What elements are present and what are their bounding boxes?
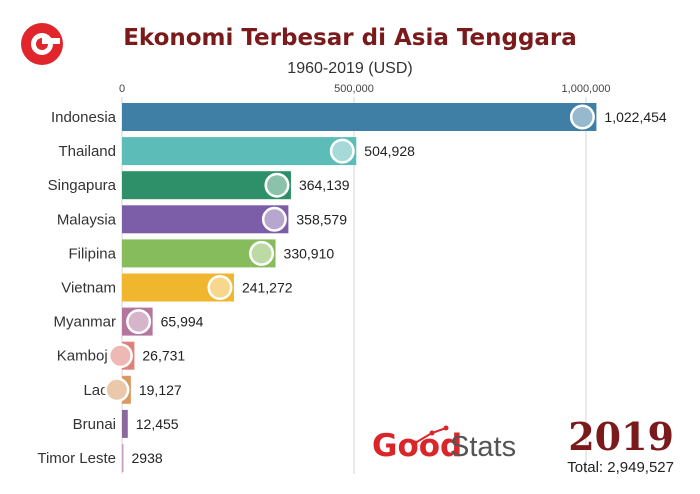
category-label: Malaysia <box>57 211 117 228</box>
category-label: Kamboja <box>57 348 117 365</box>
flag-cambodia-icon <box>107 343 133 369</box>
goodstats-g-logo-icon <box>21 23 63 65</box>
value-label: 241,272 <box>242 280 293 296</box>
flag-thailand-icon <box>329 138 355 164</box>
value-label: 504,928 <box>364 143 415 159</box>
flag-singapore-icon <box>264 172 290 198</box>
category-label: Myanmar <box>53 314 116 331</box>
brand-stats: Stats <box>450 431 516 463</box>
flag-vietnam-icon <box>207 275 233 300</box>
total-label: Total: 2,949,527 <box>567 459 674 476</box>
flag-malaysia-icon <box>261 206 287 232</box>
value-label: 26,731 <box>142 348 185 364</box>
flag-indonesia-icon <box>569 104 595 130</box>
brand-graph-icon <box>412 425 449 446</box>
x-tick-label: 500,000 <box>334 83 374 95</box>
value-label: 358,579 <box>296 211 347 227</box>
flag-philippines-icon <box>249 240 275 266</box>
value-label: 364,139 <box>299 177 350 193</box>
bar <box>122 205 289 234</box>
x-tick-label: 1,000,000 <box>562 83 611 95</box>
value-label: 2938 <box>132 450 163 466</box>
bar <box>122 409 128 438</box>
value-label: 12,455 <box>136 416 179 432</box>
category-label: Filipina <box>68 245 116 262</box>
chart-title: Ekonomi Terbesar di Asia Tenggara <box>123 25 577 51</box>
category-label: Thailand <box>58 143 116 160</box>
value-label: 1,022,454 <box>604 109 666 125</box>
value-label: 65,994 <box>161 314 204 330</box>
category-label: Timor Leste <box>37 450 116 467</box>
value-label: 19,127 <box>139 382 182 398</box>
brand-good: Good <box>372 428 462 464</box>
x-axis-ticks: 0 500,000 1,000,000 <box>119 83 611 95</box>
bars: Indonesia 1,022,454 Thailand 504,928 Singapu… <box>37 103 667 472</box>
x-tick-label: 0 <box>119 83 125 95</box>
category-label: Vietnam <box>61 280 116 297</box>
bar <box>122 103 597 131</box>
category-label: Brunai <box>73 416 116 433</box>
bar <box>122 444 124 472</box>
year-label: 2019 <box>568 414 674 459</box>
goodstats-brand: Good Stats <box>372 425 516 464</box>
bar <box>122 137 357 166</box>
category-label: Indonesia <box>51 109 117 126</box>
flag-laos-icon <box>104 377 130 403</box>
bar <box>122 171 291 200</box>
category-label: Singapura <box>48 177 117 194</box>
chart-subtitle: 1960-2019 (USD) <box>287 60 412 77</box>
flag-myanmar-icon <box>126 309 152 335</box>
value-label: 330,910 <box>284 245 335 261</box>
